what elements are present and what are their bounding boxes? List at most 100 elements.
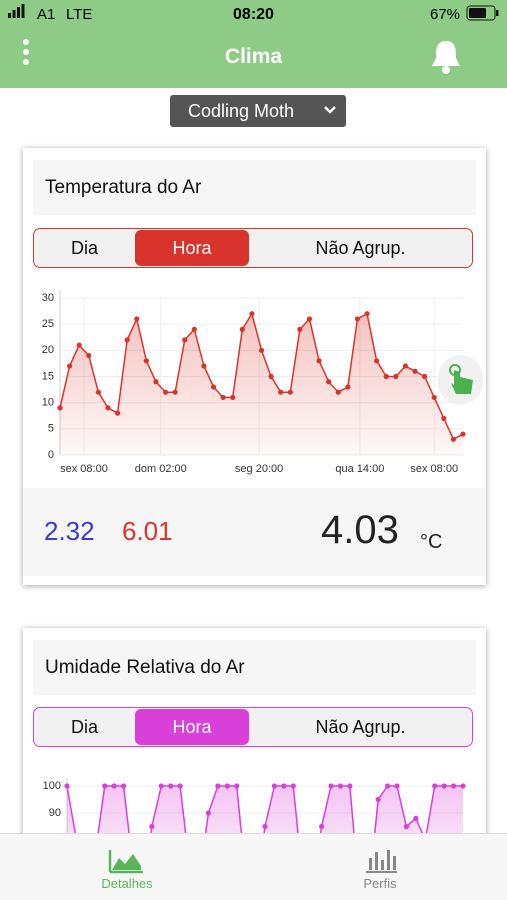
unit: °C <box>420 531 443 553</box>
point <box>403 823 410 830</box>
point <box>441 415 447 421</box>
segment-button[interactable]: Hora <box>135 230 249 266</box>
point <box>384 783 391 789</box>
point <box>220 394 226 401</box>
clock: 08:20 <box>233 6 274 23</box>
x-tick-label: sex 08:00 <box>60 463 108 475</box>
point <box>441 783 447 789</box>
x-tick-label: dom 02:00 <box>135 463 187 475</box>
point <box>66 363 73 369</box>
point <box>450 783 457 789</box>
profiles-icon[interactable] <box>363 846 399 874</box>
point <box>354 316 361 322</box>
point <box>201 363 207 369</box>
battery-icon <box>466 5 499 21</box>
signal-icon <box>8 4 25 18</box>
point <box>239 326 245 332</box>
carrier: A1 <box>37 6 56 23</box>
card-title: Temperatura do Ar <box>33 160 476 215</box>
point <box>162 389 169 395</box>
tab-label[interactable]: Perfis <box>363 876 397 891</box>
temperature-card: Temperatura do Ar Dia Hora Não Agrup. 2.32… <box>23 148 486 585</box>
point <box>149 823 155 830</box>
point <box>249 311 255 317</box>
line-chart: 0 5 10 15 20 25 30 sex 08:00 dom 02:00 seg 20:00 q… <box>42 290 466 475</box>
point <box>182 337 188 343</box>
point <box>318 823 325 830</box>
point <box>111 783 117 789</box>
segment-button[interactable]: Não Agrup. <box>315 717 406 737</box>
segment-button[interactable]: Dia <box>70 717 98 737</box>
point <box>191 326 197 332</box>
grouping-control: Dia Hora Não Agrup. <box>33 228 473 268</box>
grouping-control: Dia Hora Não Agrup. <box>33 707 473 747</box>
area <box>67 786 463 833</box>
segment-button[interactable]: Hora <box>135 709 249 745</box>
selector-label: Codling Moth <box>188 101 295 121</box>
point <box>262 823 268 830</box>
point <box>177 783 183 789</box>
point <box>374 358 380 364</box>
hand-icon <box>449 364 473 394</box>
point <box>158 783 164 789</box>
point <box>172 389 178 395</box>
gesture-hint <box>438 355 483 405</box>
y-tick-label: 30 <box>42 292 54 304</box>
point <box>230 394 236 401</box>
segment-button[interactable]: Dia <box>70 238 98 258</box>
point <box>143 358 149 364</box>
y-tick-label: 25 <box>42 318 54 330</box>
point <box>268 373 274 380</box>
point <box>431 394 437 401</box>
y-tick-label: 5 <box>48 423 54 435</box>
point <box>450 436 457 442</box>
y-tick-label: 15 <box>42 370 54 382</box>
point <box>102 783 108 789</box>
point <box>335 389 341 395</box>
point <box>375 796 381 803</box>
area <box>60 313 463 455</box>
point <box>76 342 82 348</box>
header-title: Clima <box>224 45 283 68</box>
point <box>432 783 438 789</box>
network: LTE <box>66 6 93 23</box>
line-chart: 90 100 <box>43 778 466 833</box>
crop-selector[interactable]: Codling Moth <box>170 95 346 127</box>
stats-panel: 2.32 6.01 4.03 °C <box>23 488 486 576</box>
point <box>215 783 221 789</box>
point <box>168 783 174 789</box>
point <box>345 384 351 390</box>
point <box>460 431 466 437</box>
point <box>64 783 70 789</box>
point <box>297 326 303 332</box>
point <box>271 783 278 789</box>
point <box>316 358 322 364</box>
point <box>258 347 265 353</box>
y-tick-label: 0 <box>48 449 54 461</box>
x-tick-label: qua 14:00 <box>335 463 384 475</box>
point <box>224 783 230 789</box>
point <box>422 373 428 380</box>
battery-level: 67% <box>430 6 461 23</box>
point <box>95 389 101 395</box>
tab-label[interactable]: Detalhes <box>101 876 153 891</box>
tab-bar: Detalhes Perfis <box>0 833 507 900</box>
point <box>57 405 63 411</box>
point <box>134 316 140 322</box>
point <box>412 368 418 374</box>
menu-button[interactable] <box>20 38 32 68</box>
point <box>413 815 419 822</box>
point <box>105 405 111 411</box>
point <box>393 373 399 380</box>
point <box>326 379 332 385</box>
segment-button[interactable]: Não Agrup. <box>315 238 406 258</box>
y-tick-label: 10 <box>42 397 54 409</box>
point <box>153 379 159 385</box>
y-tick-label: 100 <box>43 780 61 792</box>
details-icon[interactable] <box>107 846 145 874</box>
notifications-button[interactable] <box>428 38 464 76</box>
point <box>364 311 370 317</box>
point <box>234 783 240 789</box>
